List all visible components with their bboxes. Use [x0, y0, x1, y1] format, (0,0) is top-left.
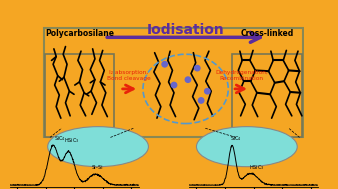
- FancyArrowPatch shape: [107, 32, 260, 42]
- Text: Cross-linked: Cross-linked: [240, 29, 294, 38]
- Text: Si–Si: Si–Si: [92, 166, 103, 170]
- FancyBboxPatch shape: [44, 28, 303, 137]
- Text: SiC$_4$: SiC$_4$: [53, 134, 66, 146]
- FancyArrowPatch shape: [123, 85, 133, 93]
- Circle shape: [162, 62, 167, 67]
- Circle shape: [185, 77, 191, 82]
- FancyBboxPatch shape: [45, 54, 114, 137]
- Text: Polycarbosilane: Polycarbosilane: [45, 29, 114, 38]
- Text: SiC$_4$: SiC$_4$: [231, 134, 242, 146]
- Text: HSiC$_3$: HSiC$_3$: [249, 163, 264, 172]
- FancyArrowPatch shape: [235, 85, 244, 93]
- Text: I₂ absorption,
Bond cleavage: I₂ absorption, Bond cleavage: [107, 70, 151, 81]
- Text: Iodisation: Iodisation: [147, 23, 224, 37]
- Circle shape: [171, 82, 177, 88]
- Circle shape: [204, 88, 210, 94]
- Text: HSiC$_3$: HSiC$_3$: [64, 136, 79, 152]
- Ellipse shape: [196, 127, 297, 167]
- Circle shape: [198, 98, 204, 103]
- Ellipse shape: [48, 127, 148, 167]
- Circle shape: [195, 65, 200, 71]
- Text: Dehydrogenation,
Recombination: Dehydrogenation, Recombination: [215, 70, 268, 81]
- FancyBboxPatch shape: [232, 54, 302, 137]
